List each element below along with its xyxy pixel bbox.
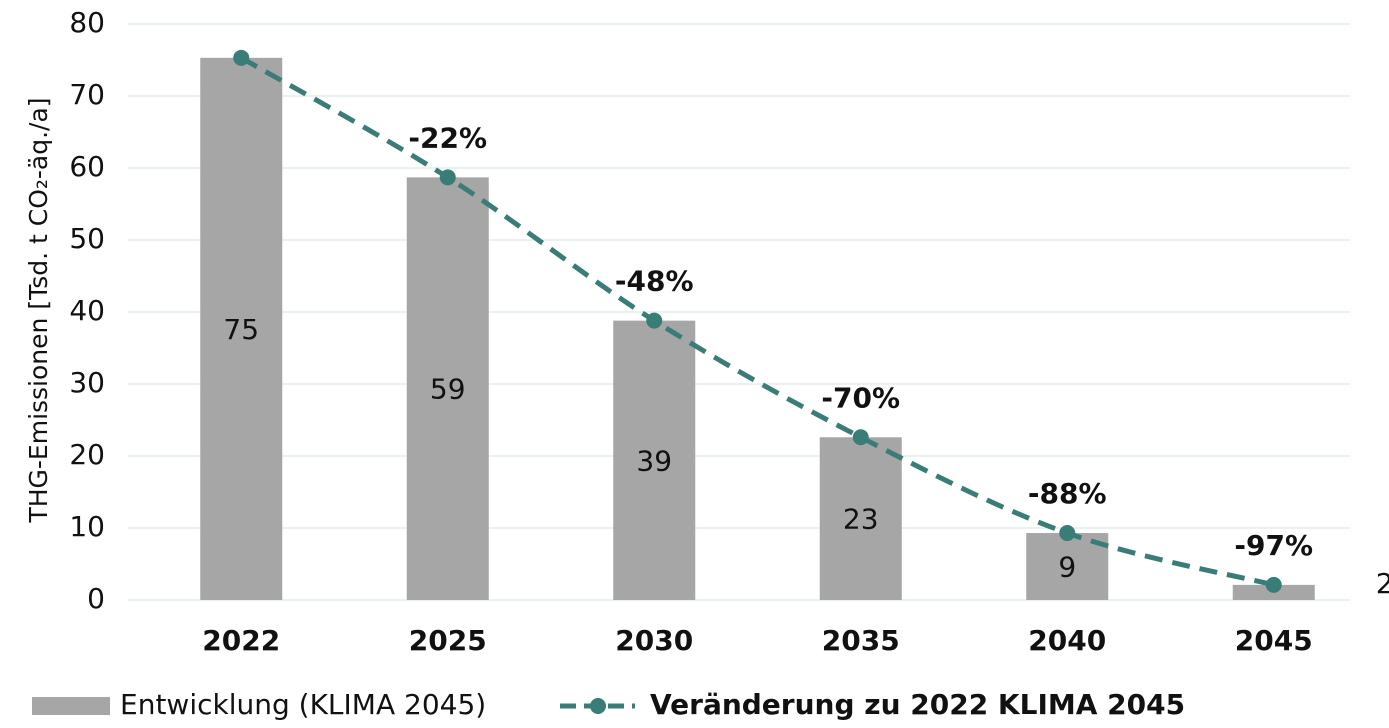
line-marker bbox=[1265, 576, 1282, 593]
y-tick-label: 70 bbox=[69, 78, 105, 111]
line bbox=[239, 55, 1275, 588]
line-marker bbox=[439, 169, 456, 186]
x-tick-label: 2025 bbox=[409, 624, 487, 657]
y-tick-label: 60 bbox=[69, 150, 105, 183]
annotation: -97% bbox=[1234, 529, 1313, 562]
bar bbox=[406, 177, 489, 601]
legend-swatch bbox=[32, 697, 110, 715]
y-tick-label: 40 bbox=[69, 294, 105, 327]
y-tick-label: 20 bbox=[69, 438, 105, 471]
x-tick-label: 2035 bbox=[822, 624, 900, 657]
line-marker bbox=[852, 429, 869, 446]
y-tick-label: 10 bbox=[69, 510, 105, 543]
y-tick-label: 0 bbox=[87, 582, 105, 615]
y-axis-label: THG-Emissionen [Tsd. t CO₂-äq./a] bbox=[24, 97, 53, 523]
bar bbox=[200, 57, 283, 600]
annotation: -48% bbox=[615, 265, 694, 298]
annotation: -70% bbox=[821, 381, 900, 414]
x-tick-label: 2022 bbox=[202, 624, 280, 657]
y-tick-label: 50 bbox=[69, 222, 105, 255]
bar-value-label: 59 bbox=[430, 373, 466, 406]
bar-value-label: 9 bbox=[1058, 551, 1076, 584]
line-marker bbox=[233, 49, 250, 66]
legend-marker bbox=[590, 698, 606, 714]
x-tick-label: 2040 bbox=[1028, 624, 1106, 657]
bar-value-label: 75 bbox=[223, 313, 259, 346]
legend-label: Veränderung zu 2022 KLIMA 2045 bbox=[650, 688, 1185, 721]
y-tick-label: 80 bbox=[69, 6, 105, 39]
line-marker bbox=[1059, 525, 1076, 542]
y-tick-label: 30 bbox=[69, 366, 105, 399]
bar-value-label: 39 bbox=[636, 444, 672, 477]
bar bbox=[613, 320, 696, 600]
annotation: -22% bbox=[408, 121, 487, 154]
bar-value-label: 2 bbox=[1376, 567, 1389, 600]
line-marker bbox=[646, 312, 663, 329]
annotation: -88% bbox=[1028, 477, 1107, 510]
x-tick-label: 2030 bbox=[615, 624, 693, 657]
x-tick-label: 2045 bbox=[1235, 624, 1313, 657]
bar-value-label: 23 bbox=[843, 503, 879, 536]
bar bbox=[819, 437, 902, 600]
legend-label: Entwicklung (KLIMA 2045) bbox=[120, 688, 486, 721]
